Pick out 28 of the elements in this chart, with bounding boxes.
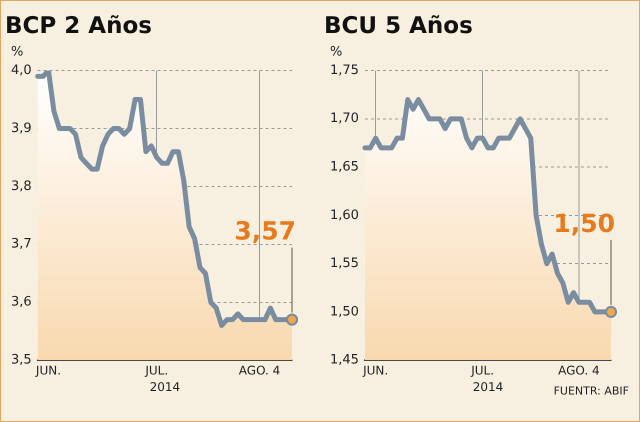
y-tick-label: 1,70 (330, 111, 359, 126)
x-axis-title: 2014 (472, 380, 504, 394)
y-axis-title: % (11, 44, 24, 60)
x-tick-label: JUN. (34, 364, 62, 378)
y-tick-label: 3,9 (10, 120, 32, 136)
x-tick-label: JUL. (144, 364, 168, 378)
y-tick-label: 3,7 (10, 236, 32, 252)
y-tick-label: 1,45 (330, 352, 359, 368)
text: FUENTR: ABIF (554, 384, 629, 398)
chart-title: BCU 5 Años (324, 12, 473, 39)
y-tick-label: 1,60 (330, 208, 359, 223)
x-tick-label: AGO. 4 (558, 364, 600, 378)
y-axis-title: % (330, 44, 342, 60)
y-tick-label: 3,6 (10, 294, 32, 310)
y-tick-label: 1,75 (330, 62, 359, 78)
y-tick-label: 3,5 (10, 352, 32, 368)
x-tick-label: AGO. 4 (238, 364, 280, 378)
y-tick-label: 1,55 (330, 256, 359, 272)
y-tick-label: 3,8 (10, 178, 32, 194)
x-tick-label: JUN. (362, 364, 388, 378)
y-tick-label: 4,0 (10, 62, 32, 78)
y-tick-label: 1,65 (330, 160, 359, 175)
x-axis-title: 2014 (150, 380, 180, 394)
data-label: 3,57 (234, 216, 296, 246)
chart-title: BCP 2 Años (5, 12, 152, 39)
x-tick-label: JUL. (470, 364, 494, 378)
data-label: 1,50 (553, 208, 615, 238)
y-tick-label: 1,50 (330, 304, 359, 320)
